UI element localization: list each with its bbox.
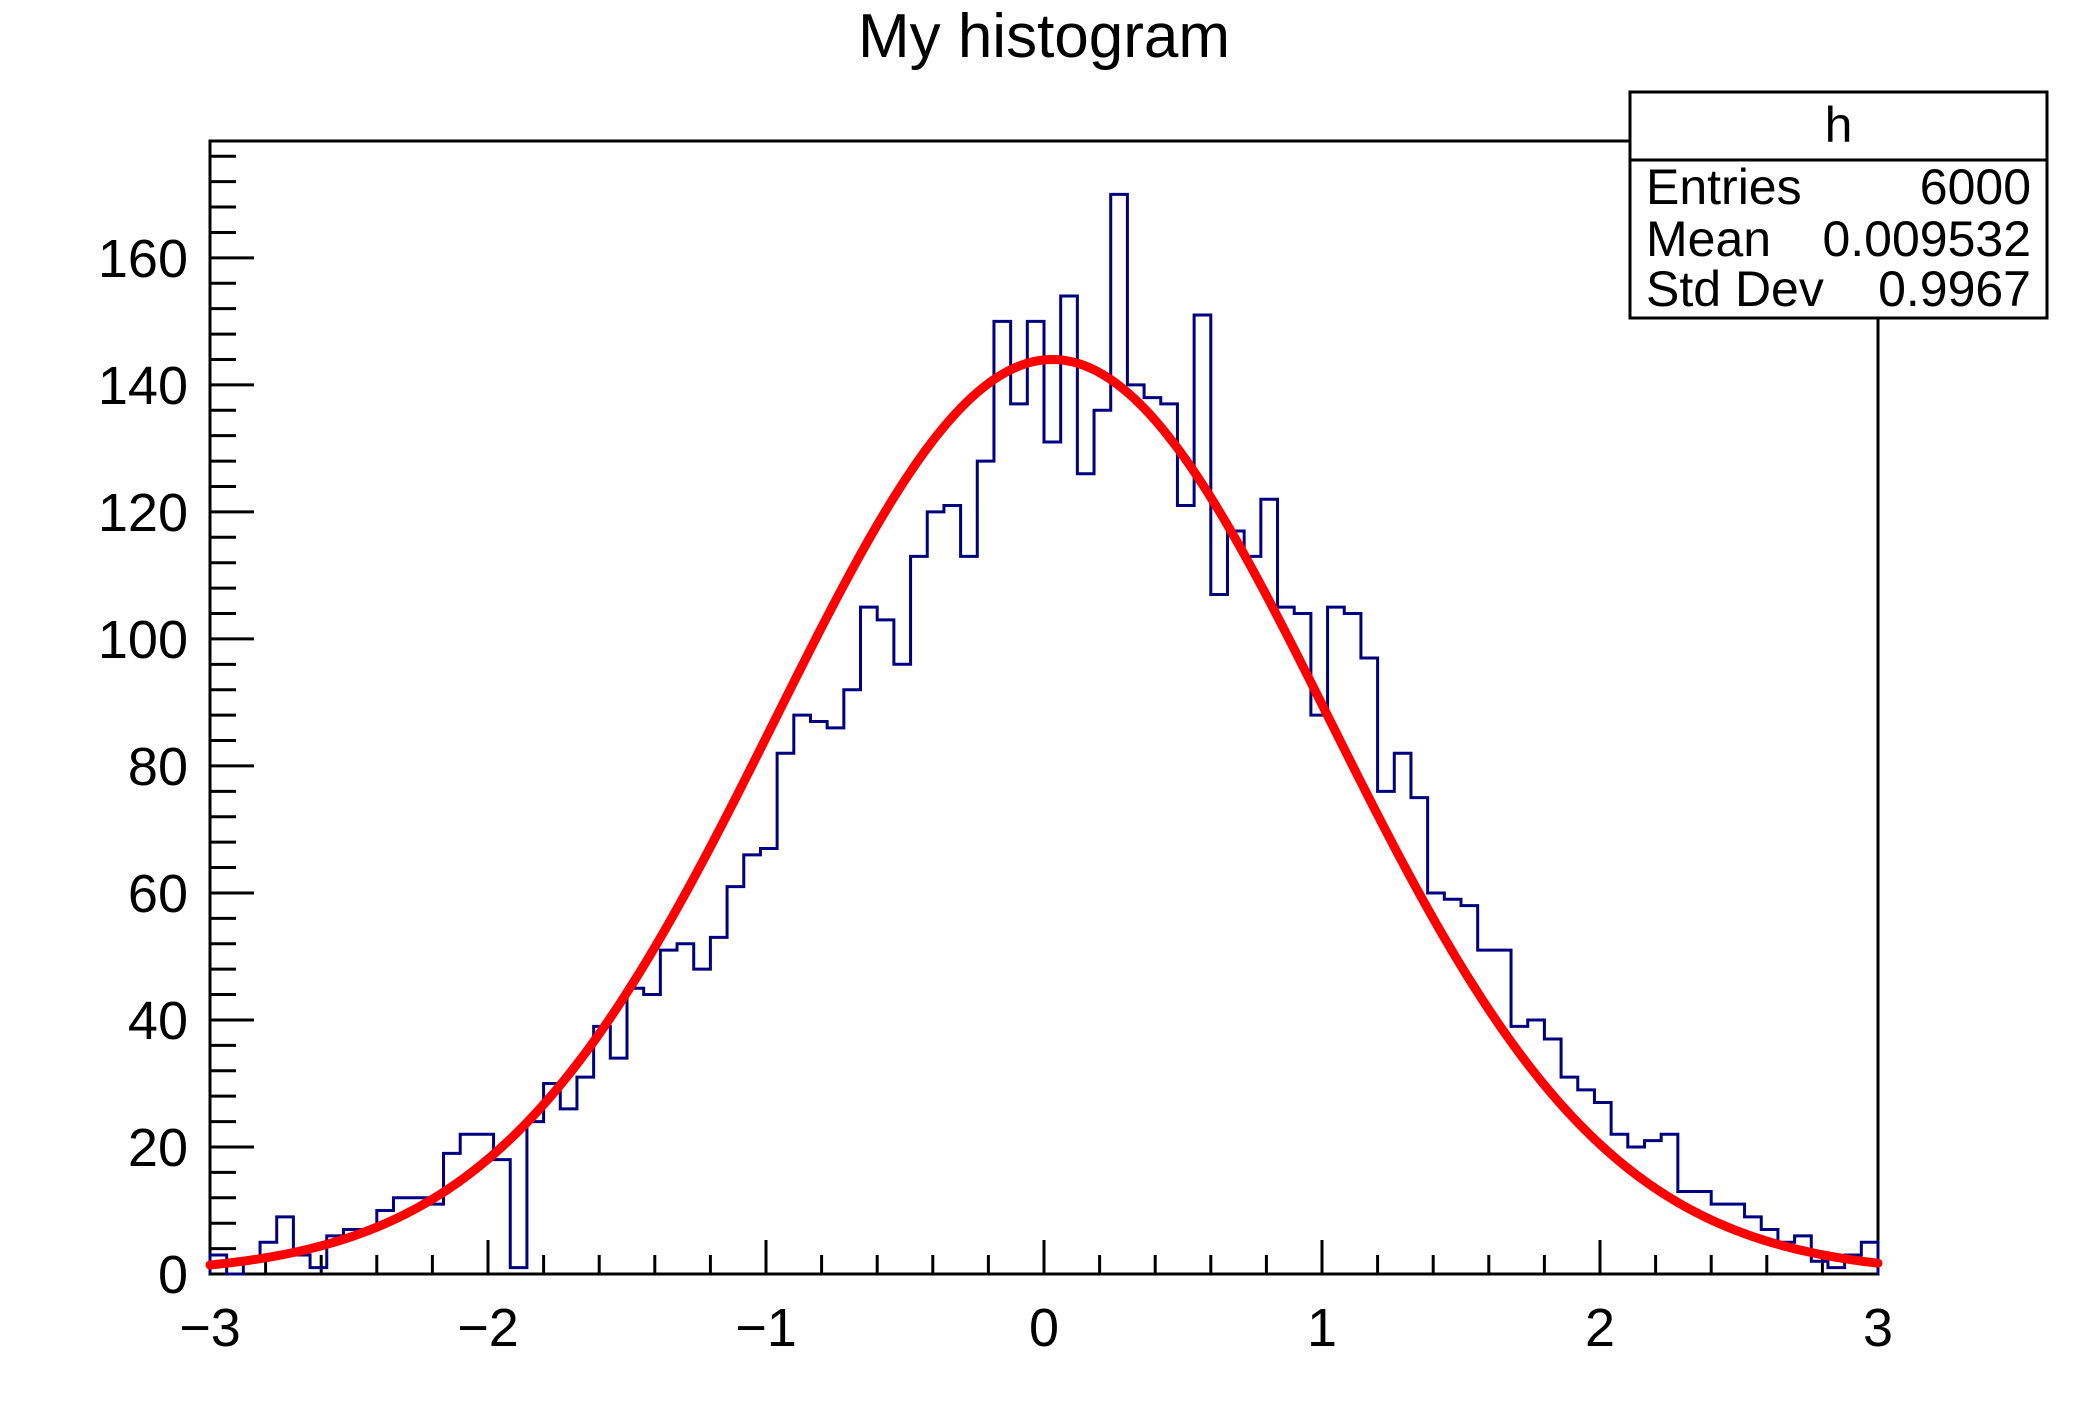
gaussian-fit-curve[interactable]: [205, 354, 1883, 1270]
y-tick-label: 60: [128, 864, 188, 924]
y-tick-label: 120: [98, 483, 188, 543]
x-axis-ticks: [208, 1240, 1880, 1274]
stats-label-entries: Entries: [1646, 159, 1802, 215]
y-axis-ticks: [210, 154, 254, 1276]
plot-frame: [208, 139, 1880, 1276]
stats-value-entries: 6000: [1920, 159, 2031, 215]
stats-box-border: [1628, 90, 2049, 320]
stats-value-mean: 0.009532: [1822, 211, 2031, 267]
y-tick-label: 0: [158, 1245, 188, 1305]
stats-label-stddev: Std Dev: [1646, 261, 1824, 317]
stats-label-mean: Mean: [1646, 211, 1771, 267]
stats-box-title: h: [1825, 97, 1853, 153]
x-tick-label: 0: [1029, 1298, 1059, 1358]
y-tick-label: 100: [98, 610, 188, 670]
x-tick-label: −1: [735, 1298, 797, 1358]
x-tick-label: 3: [1863, 1298, 1893, 1358]
histogram-outline[interactable]: [208, 192, 1880, 1276]
x-tick-label: 2: [1585, 1298, 1615, 1358]
x-tick-label: −3: [179, 1298, 241, 1358]
y-tick-label: 140: [98, 356, 188, 416]
x-tick-label: 1: [1307, 1298, 1337, 1358]
x-tick-label: −2: [457, 1298, 519, 1358]
stats-box[interactable]: h Entries 6000 Mean 0.009532 Std Dev 0.9…: [1628, 90, 2049, 320]
page-title: My histogram: [857, 2, 1231, 71]
y-tick-label: 160: [98, 229, 188, 289]
stats-value-stddev: 0.9967: [1878, 261, 2031, 317]
x-axis-tick-labels: −3 −2 −1 0 1 2 3: [179, 1298, 1893, 1358]
y-tick-label: 20: [128, 1118, 188, 1178]
y-tick-label: 80: [128, 737, 188, 797]
y-axis-tick-labels: 0 20 40 60 80 100 120 140 160: [98, 229, 188, 1305]
y-tick-label: 40: [128, 991, 188, 1051]
